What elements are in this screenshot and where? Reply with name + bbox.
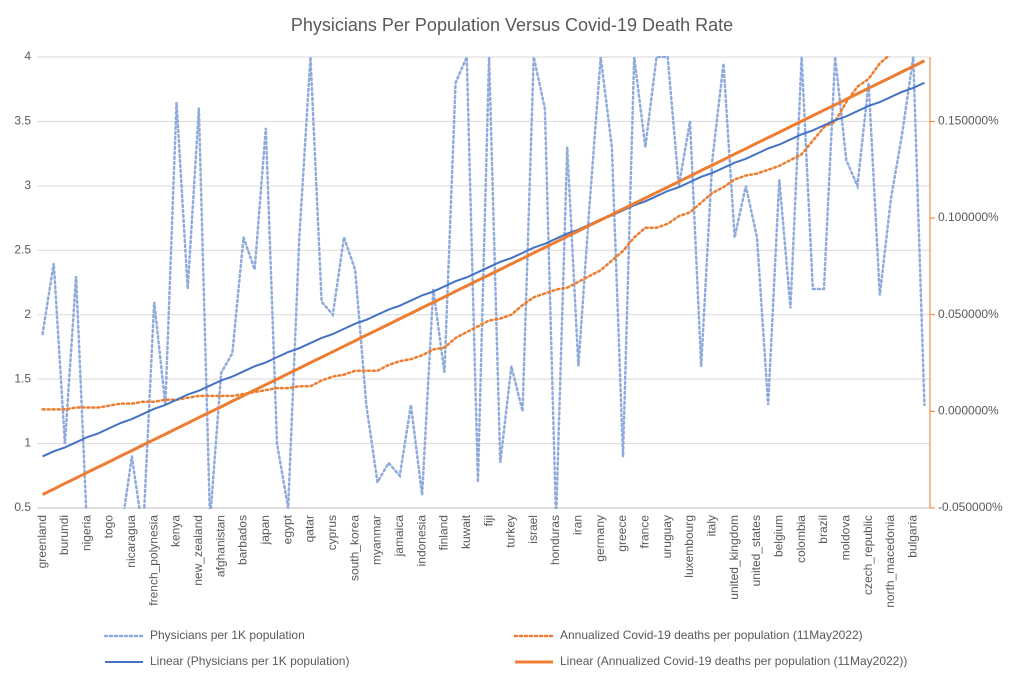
x-tick-label: germany bbox=[593, 515, 607, 562]
x-tick-label: south_korea bbox=[347, 515, 361, 581]
legend-label: Linear (Annualized Covid-19 deaths per p… bbox=[560, 654, 907, 668]
x-tick-label: united_states bbox=[749, 515, 763, 586]
x-tick-label: nigeria bbox=[79, 515, 93, 551]
x-tick-label: luxembourg bbox=[682, 515, 696, 578]
x-tick-label: finland bbox=[437, 515, 451, 550]
x-tick-label: colombia bbox=[794, 515, 808, 563]
legend-label: Annualized Covid-19 deaths per populatio… bbox=[560, 628, 863, 642]
x-tick-label: greece bbox=[615, 515, 629, 552]
x-tick-label: myanmar bbox=[370, 515, 384, 565]
y2-tick-label: 0.000000% bbox=[938, 404, 999, 418]
y-tick-label: 1.5 bbox=[14, 371, 31, 385]
y-tick-label: 3 bbox=[24, 178, 31, 192]
y-tick-label: 2.5 bbox=[14, 242, 31, 256]
legend-label: Linear (Physicians per 1K population) bbox=[150, 654, 349, 668]
x-tick-label: moldova bbox=[838, 515, 852, 561]
y-tick-label: 3.5 bbox=[14, 114, 31, 128]
y-tick-label: 2 bbox=[24, 307, 31, 321]
series-line bbox=[41, 56, 926, 509]
x-tick-label: bulgaria bbox=[905, 515, 919, 558]
x-tick-label: cyprus bbox=[325, 515, 339, 550]
x-tick-label: egypt bbox=[280, 514, 294, 544]
chart-title: Physicians Per Population Versus Covid-1… bbox=[291, 15, 733, 35]
series-line bbox=[42, 81, 925, 458]
x-tick-label: french_polynesia bbox=[146, 515, 160, 606]
x-tick-label: japan bbox=[258, 515, 272, 545]
x-tick-label: czech_republic bbox=[861, 515, 875, 595]
x-tick-label: uruguay bbox=[660, 515, 674, 558]
x-tick-label: afghanistan bbox=[213, 515, 227, 577]
x-tick-label: fiji bbox=[481, 515, 495, 526]
series-line bbox=[41, 56, 891, 411]
x-tick-label: north_macedonia bbox=[883, 515, 897, 608]
y-tick-label: 0.5 bbox=[14, 500, 31, 514]
x-tick-label: kenya bbox=[169, 515, 183, 547]
x-tick-label: italy bbox=[705, 515, 719, 536]
x-tick-label: indonesia bbox=[414, 515, 428, 567]
x-tick-label: barbados bbox=[236, 515, 250, 565]
x-tick-label: turkey bbox=[504, 515, 518, 548]
x-tick-label: france bbox=[638, 515, 652, 549]
y2-tick-label: 0.150000% bbox=[938, 114, 999, 128]
y-tick-label: 4 bbox=[24, 49, 31, 63]
x-tick-label: greenland bbox=[35, 515, 49, 568]
x-tick-label: qatar bbox=[303, 515, 317, 542]
x-tick-label: belgium bbox=[771, 515, 785, 557]
y2-tick-label: 0.050000% bbox=[938, 307, 999, 321]
y2-tick-label: -0.050000% bbox=[938, 500, 1003, 514]
x-tick-label: iran bbox=[571, 515, 585, 535]
x-tick-label: new_zealand bbox=[191, 515, 205, 586]
y-tick-label: 1 bbox=[24, 436, 31, 450]
x-tick-label: burundi bbox=[57, 515, 71, 555]
x-tick-label: togo bbox=[102, 515, 116, 539]
x-tick-label: nicaragua bbox=[124, 515, 138, 568]
x-tick-label: jamaica bbox=[392, 515, 406, 558]
x-tick-label: honduras bbox=[548, 515, 562, 565]
legend-label: Physicians per 1K population bbox=[150, 628, 305, 642]
x-tick-label: united_kingdom bbox=[727, 515, 741, 600]
series-line bbox=[41, 59, 926, 496]
y2-tick-label: 0.100000% bbox=[938, 210, 999, 224]
x-tick-label: kuwait bbox=[459, 514, 473, 549]
x-tick-label: israel bbox=[526, 515, 540, 544]
x-tick-label: brazil bbox=[816, 515, 830, 544]
